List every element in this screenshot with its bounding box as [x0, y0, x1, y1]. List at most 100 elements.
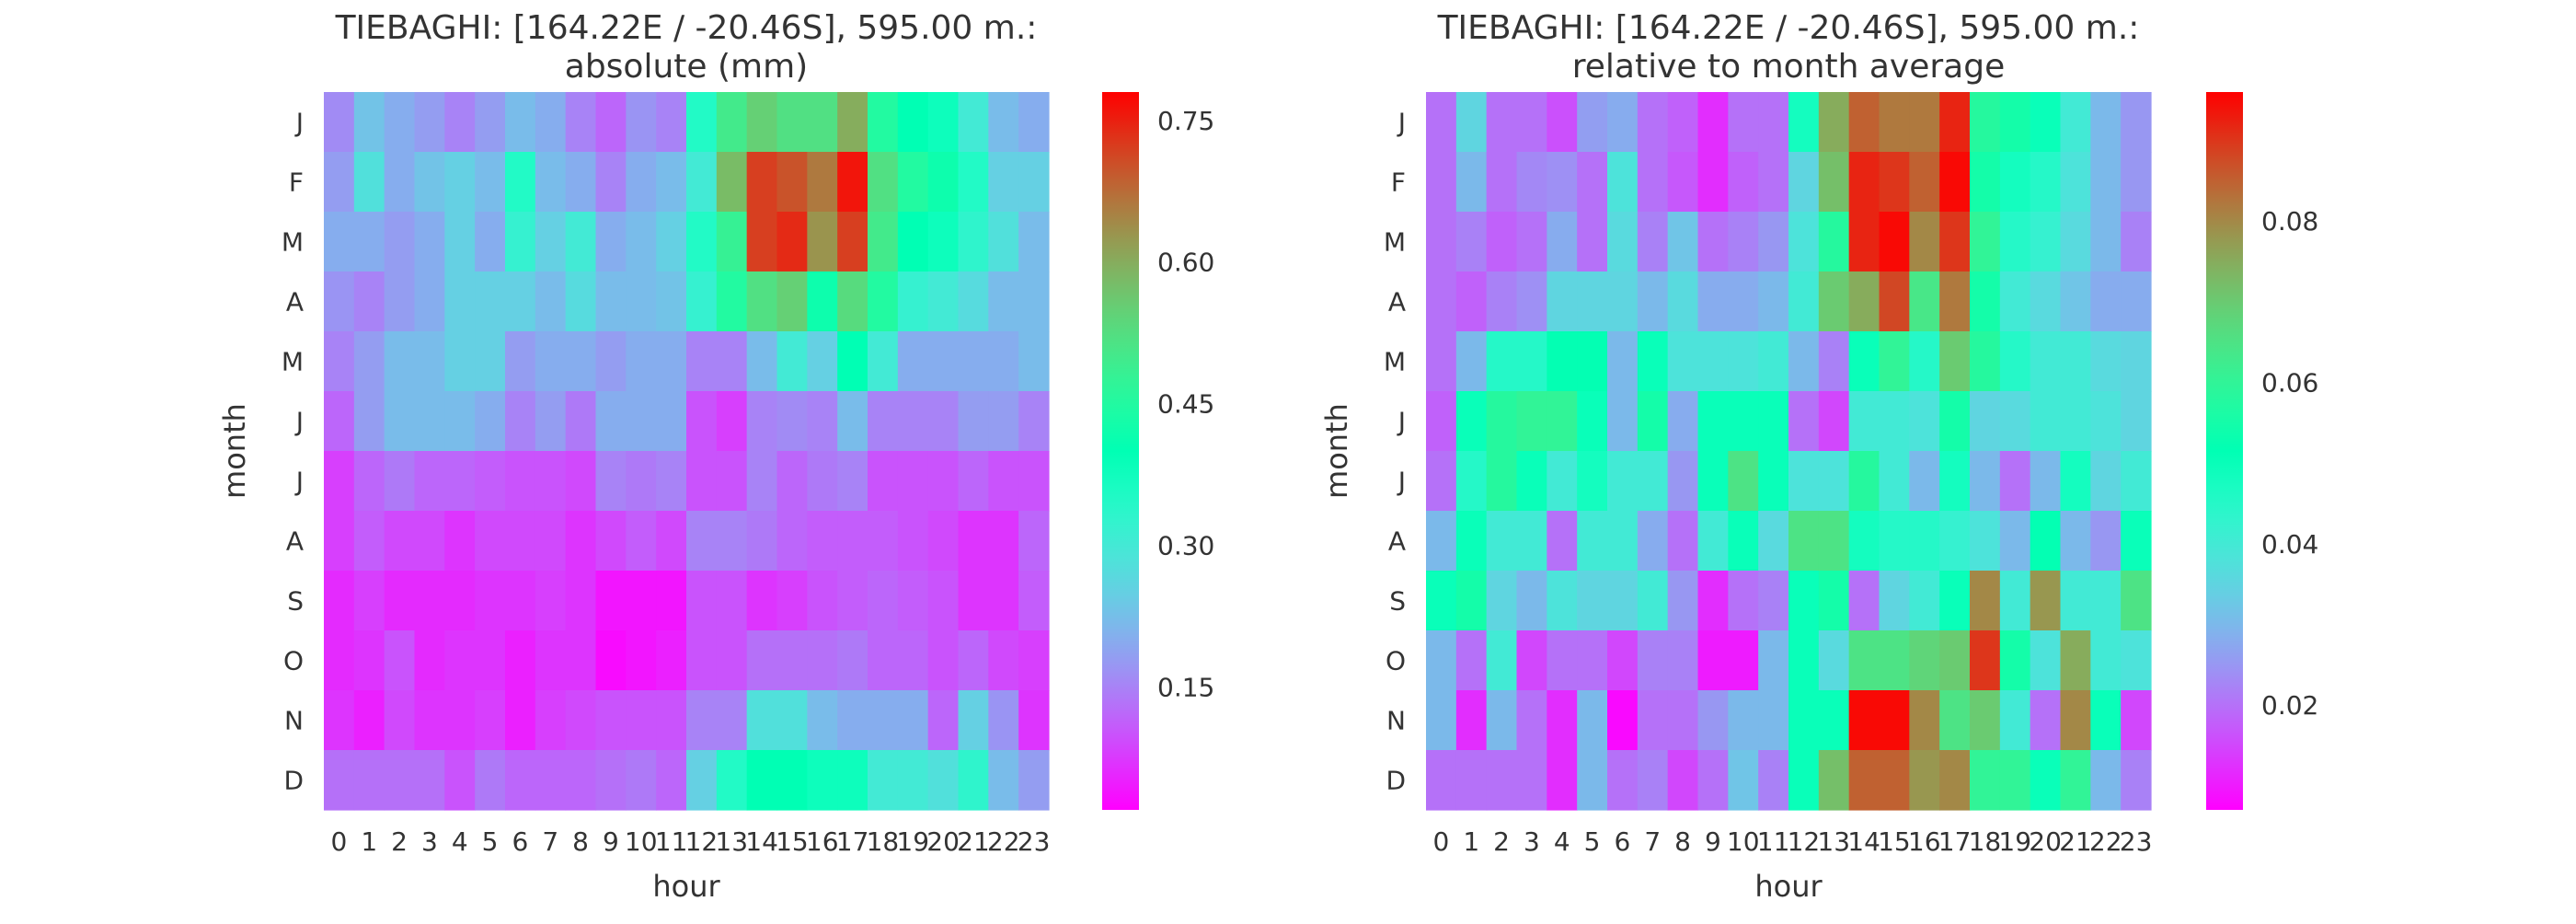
heatmap-cell — [1848, 391, 1880, 452]
heatmap-cell — [414, 331, 445, 392]
y-tick-label: O — [283, 646, 304, 676]
heatmap-cell — [776, 630, 808, 691]
heatmap-cell — [535, 451, 567, 512]
colorbar-tick-label: 0.08 — [2261, 206, 2318, 237]
heatmap-cell — [595, 690, 627, 751]
y-tick-label: F — [289, 167, 304, 198]
y-tick-label: N — [1386, 706, 1406, 736]
x-tick-label: 17 — [1938, 826, 1972, 857]
heatmap-cell — [1999, 92, 2031, 153]
heatmap-cell — [807, 511, 838, 572]
heatmap-cell — [1788, 571, 1820, 631]
heatmap-cell — [1999, 451, 2031, 512]
heatmap-cell — [1426, 331, 1457, 392]
heatmap-cell — [1818, 391, 1850, 452]
heatmap-cell — [1939, 152, 1971, 213]
heatmap-cell — [1697, 630, 1729, 691]
heatmap-cell — [1667, 391, 1699, 452]
heatmap-cell — [1758, 271, 1789, 332]
heatmap-cell — [1939, 511, 1971, 572]
x-tick-label: 9 — [603, 826, 619, 857]
x-tick-label: 17 — [836, 826, 869, 857]
heatmap-cell — [716, 571, 748, 631]
heatmap-cell — [2090, 571, 2122, 631]
heatmap-cell — [837, 152, 868, 213]
heatmap-cell — [1486, 212, 1518, 272]
heatmap-cell — [324, 571, 355, 631]
heatmap-cell — [656, 391, 687, 452]
heatmap-cell — [1667, 630, 1699, 691]
heatmap-cell — [1426, 212, 1457, 272]
heatmap-cell — [656, 331, 687, 392]
heatmap-cell — [807, 152, 838, 213]
heatmap-cell — [595, 451, 627, 512]
heatmap-cell — [2060, 511, 2091, 572]
heatmap-cell — [686, 152, 718, 213]
heatmap-cell — [444, 630, 476, 691]
y-axis-label: month — [217, 403, 252, 499]
heatmap-cell — [807, 331, 838, 392]
heatmap-cell — [353, 212, 385, 272]
heatmap-cell — [1970, 571, 2001, 631]
heatmap-cell — [746, 271, 778, 332]
heatmap-cell — [595, 212, 627, 272]
heatmap-cell — [776, 690, 808, 751]
heatmap-cell — [1516, 271, 1547, 332]
heatmap-cell — [1970, 271, 2001, 332]
x-tick-label: 3 — [421, 826, 438, 857]
heatmap-cell — [1728, 630, 1759, 691]
heatmap-cell — [927, 271, 960, 332]
heatmap-cell — [414, 511, 445, 572]
x-tick-label: 18 — [1969, 826, 2002, 857]
heatmap-cell — [1607, 511, 1639, 572]
heatmap-cell — [1577, 92, 1608, 153]
heatmap-cell — [1818, 571, 1850, 631]
heatmap-cell — [324, 271, 355, 332]
heatmap-cell — [384, 451, 416, 512]
heatmap-cell — [414, 630, 445, 691]
heatmap-cell — [2121, 271, 2152, 332]
heatmap-cell — [1999, 391, 2031, 452]
heatmap-cell — [1758, 391, 1789, 452]
heatmap-cell — [1939, 630, 1971, 691]
heatmap-cell — [1607, 451, 1639, 512]
heatmap-cell — [716, 331, 748, 392]
heatmap-cell — [2060, 92, 2091, 153]
heatmap-cell — [927, 451, 960, 512]
heatmap-cell — [897, 690, 929, 751]
heatmap-cell — [384, 212, 416, 272]
heatmap-cell — [1426, 690, 1457, 751]
heatmap-cell — [626, 152, 657, 213]
heatmap-cell — [1455, 391, 1488, 452]
heatmap-cell — [1486, 152, 1518, 213]
heatmap-cell — [746, 152, 778, 213]
heatmap-cell — [535, 212, 567, 272]
heatmap-cell — [1486, 690, 1518, 751]
heatmap-cell — [2090, 391, 2122, 452]
heatmap-cell — [626, 331, 657, 392]
x-tick-label: 6 — [1615, 826, 1631, 857]
heatmap-cell — [897, 630, 929, 691]
heatmap-cell — [1547, 690, 1578, 751]
heatmap-cell — [837, 92, 868, 153]
heatmap-cell — [807, 750, 838, 811]
heatmap-cell — [626, 750, 657, 811]
colorbar-tick-label: 0.04 — [2261, 529, 2318, 560]
heatmap-cell — [988, 571, 1019, 631]
heatmap-cell — [1758, 750, 1789, 811]
heatmap-cell — [988, 212, 1019, 272]
y-tick-label: A — [1388, 287, 1406, 318]
heatmap-cell — [1455, 571, 1488, 631]
heatmap-cell — [656, 271, 687, 332]
heatmap-cell — [837, 690, 868, 751]
heatmap-cell — [1879, 271, 1910, 332]
heatmap-cell — [1728, 451, 1759, 512]
heatmap-cell — [1547, 630, 1578, 691]
heatmap-cell — [958, 571, 989, 631]
heatmap-cell — [1547, 152, 1578, 213]
heatmap-cell — [1848, 212, 1880, 272]
y-tick-label: A — [1388, 526, 1406, 557]
colorbar-tick-label: 0.60 — [1157, 248, 1214, 278]
heatmap-cell — [2030, 690, 2062, 751]
